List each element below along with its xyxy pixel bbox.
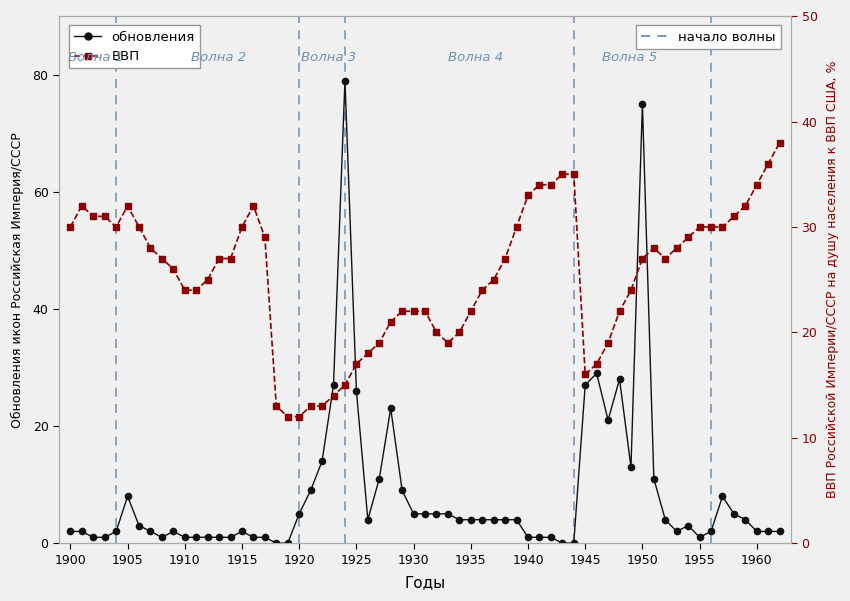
Text: Волна 3: Волна 3 [302, 51, 357, 64]
Y-axis label: Обновления икон Российская Империя/СССР: Обновления икон Российская Империя/СССР [11, 132, 24, 427]
X-axis label: Годы: Годы [405, 575, 445, 590]
Text: Волна 5: Волна 5 [603, 51, 658, 64]
Text: Волна 2: Волна 2 [190, 51, 246, 64]
Legend: начало волны: начало волны [636, 25, 781, 49]
Y-axis label: ВВП Российской Империи/СССР на душу населения к ВВП США, %: ВВП Российской Империи/СССР на душу насе… [826, 61, 839, 498]
Text: Волна 4: Волна 4 [448, 51, 503, 64]
Text: Волна 1: Волна 1 [68, 51, 123, 64]
